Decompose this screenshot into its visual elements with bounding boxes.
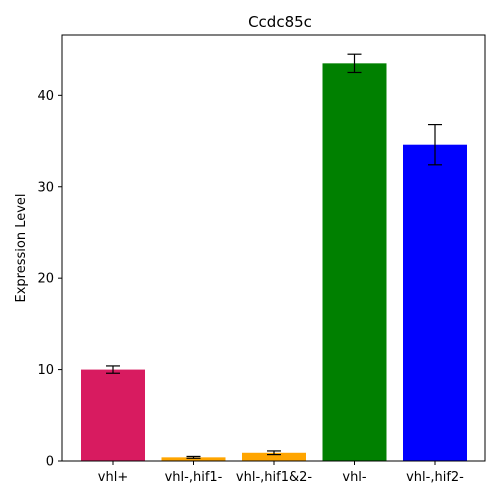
x-axis: vhl+ vhl-,hif1- vhl-,hif1&2- vhl-vhl-,hif2- [98, 461, 464, 485]
y-axis: 0 10 20 30 40 [37, 89, 62, 470]
y-tick-label-3: 30 [37, 180, 54, 195]
y-tick-label-2: 20 [37, 272, 54, 287]
bar-1 [161, 457, 226, 461]
y-tick-label-4: 40 [37, 89, 54, 104]
y-tick-label-1: 10 [37, 363, 54, 378]
bar-0 [81, 369, 145, 461]
x-tick-label-0: vhl+ [98, 470, 128, 485]
x-tick-label-1: vhl-,hif1- [165, 470, 223, 485]
y-axis-label: Expression Level [14, 193, 29, 302]
bar-3 [322, 63, 387, 462]
x-tick-label-2: vhl-,hif1&2- [236, 470, 312, 485]
y-tick-label-0: 0 [46, 455, 54, 470]
x-tick-label-4: vhl-,hif2- [406, 470, 464, 485]
bar-4 [403, 144, 467, 461]
error-bars-group [106, 53, 442, 459]
bars-group [81, 63, 467, 462]
chart-title: Ccdc85c [248, 13, 312, 31]
plot-frame [61, 34, 486, 462]
bar-2 [242, 452, 306, 461]
x-tick-label-3: vhl- [342, 470, 367, 485]
